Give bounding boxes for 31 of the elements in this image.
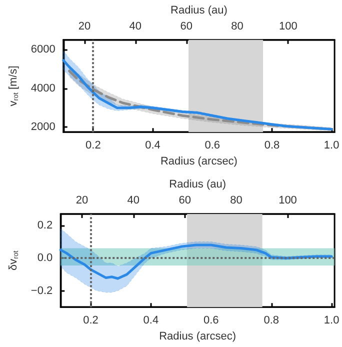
x-tick-label: 0.8 — [264, 140, 280, 152]
x2-tick-label: 20 — [76, 194, 88, 206]
x2-tick-label: 80 — [231, 20, 244, 32]
x2-tick-label: 40 — [129, 20, 142, 32]
x-tick-label: 1.0 — [324, 314, 340, 327]
y-tick-label: 2000 — [30, 121, 56, 134]
x-tick-label: 0.4 — [143, 314, 159, 327]
y-tick-label: 6000 — [30, 44, 56, 56]
x-tick-label: 0.6 — [203, 314, 219, 327]
x-tick-label: 0.2 — [86, 140, 101, 152]
y-tick-label: 0.0 — [37, 252, 53, 264]
x-axis-title: Radius (arcsec) — [159, 330, 236, 342]
x2-tick-label: 60 — [178, 194, 191, 206]
x2-tick-label: 20 — [78, 20, 91, 32]
x2-axis-title: Radius (au) — [169, 178, 226, 191]
x2-tick-label: 60 — [180, 20, 192, 32]
x2-tick-label: 80 — [230, 194, 242, 206]
x-tick-label: 1.0 — [324, 140, 340, 152]
y-tick-label: −0.2 — [30, 284, 53, 297]
x-tick-label: 0.8 — [264, 314, 279, 327]
x2-axis-title: Radius (au) — [170, 4, 228, 16]
x2-tick-label: 40 — [127, 194, 140, 206]
line-series — [59, 244, 333, 280]
x2-tick-label: 100 — [279, 20, 298, 32]
x-tick-label: 0.6 — [204, 140, 220, 152]
x-tick-label: 0.4 — [145, 140, 160, 152]
x2-tick-label: 100 — [278, 194, 297, 206]
x-axis-title: Radius (arcsec) — [160, 156, 238, 168]
y-tick-label: 0.2 — [37, 219, 53, 232]
y-tick-label: 4000 — [30, 82, 56, 94]
x-tick-label: 0.2 — [83, 314, 98, 327]
